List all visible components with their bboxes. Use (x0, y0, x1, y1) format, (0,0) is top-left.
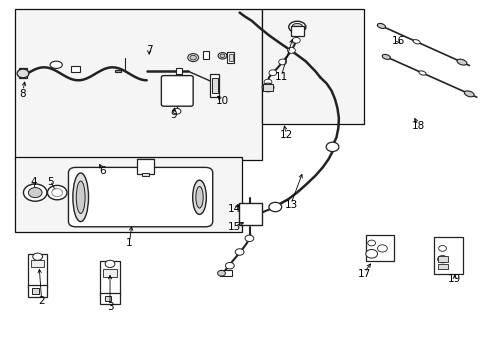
Bar (28, 285, 47, 297)
Circle shape (438, 246, 446, 251)
Bar (228, 54, 232, 61)
Ellipse shape (291, 23, 302, 31)
Bar (203, 51, 208, 59)
Ellipse shape (50, 61, 62, 68)
Bar (15, 157, 242, 232)
Ellipse shape (464, 91, 473, 97)
Text: 11: 11 (274, 72, 287, 82)
Circle shape (268, 70, 276, 76)
Ellipse shape (382, 54, 389, 59)
Bar (238, 203, 262, 225)
Circle shape (325, 142, 338, 152)
Bar (176, 68, 182, 74)
Ellipse shape (217, 270, 225, 276)
Ellipse shape (189, 55, 196, 60)
Text: 19: 19 (447, 274, 461, 284)
Ellipse shape (52, 189, 62, 197)
Circle shape (377, 245, 386, 252)
Ellipse shape (76, 181, 85, 213)
Ellipse shape (73, 173, 88, 222)
Text: 1: 1 (126, 238, 133, 248)
Text: 18: 18 (410, 121, 424, 131)
Circle shape (17, 69, 29, 78)
Circle shape (244, 235, 253, 242)
Ellipse shape (195, 186, 203, 208)
Ellipse shape (456, 59, 466, 65)
Text: 7: 7 (145, 45, 152, 55)
Text: 3: 3 (106, 302, 113, 312)
Bar (262, 84, 273, 91)
Bar (31, 260, 44, 267)
Circle shape (367, 240, 375, 246)
Circle shape (105, 260, 115, 267)
Bar (227, 52, 234, 63)
Bar (71, 66, 80, 72)
Bar (433, 237, 462, 274)
FancyBboxPatch shape (161, 76, 193, 106)
Ellipse shape (218, 53, 226, 59)
Bar (32, 288, 39, 294)
Text: 8: 8 (20, 89, 26, 99)
Ellipse shape (288, 21, 305, 33)
Ellipse shape (23, 184, 47, 201)
Bar (437, 256, 447, 262)
Bar (365, 235, 393, 261)
Circle shape (173, 108, 181, 114)
Text: 2: 2 (38, 296, 45, 306)
Bar (102, 269, 117, 277)
Text: 5: 5 (47, 177, 54, 187)
Ellipse shape (47, 185, 67, 200)
Circle shape (278, 59, 286, 65)
Circle shape (365, 249, 377, 258)
Bar (100, 293, 120, 304)
Text: 12: 12 (279, 130, 292, 140)
Text: 10: 10 (216, 96, 228, 106)
Text: 6: 6 (99, 166, 106, 176)
Bar (137, 159, 154, 174)
FancyBboxPatch shape (68, 167, 212, 227)
Circle shape (33, 253, 42, 260)
Circle shape (437, 256, 447, 263)
Circle shape (262, 83, 273, 92)
Text: 16: 16 (391, 36, 405, 46)
Bar (211, 78, 217, 93)
Circle shape (292, 37, 300, 43)
Bar (115, 70, 121, 72)
Circle shape (268, 202, 281, 212)
Ellipse shape (377, 23, 385, 28)
Bar (19, 68, 27, 78)
Circle shape (225, 262, 234, 269)
Text: 13: 13 (284, 200, 297, 210)
Text: 17: 17 (357, 269, 370, 279)
Bar (28, 254, 47, 287)
Bar (437, 264, 447, 269)
Circle shape (264, 79, 271, 85)
Ellipse shape (220, 54, 224, 58)
Ellipse shape (418, 71, 425, 75)
Circle shape (287, 48, 295, 53)
Text: 14: 14 (227, 204, 241, 214)
Ellipse shape (192, 180, 206, 214)
Text: 9: 9 (170, 110, 177, 120)
Bar (15, 9, 261, 160)
Bar (100, 261, 120, 295)
Ellipse shape (187, 54, 198, 62)
Ellipse shape (412, 40, 419, 44)
Bar (210, 74, 219, 97)
Bar (220, 270, 232, 276)
Ellipse shape (28, 188, 42, 198)
Circle shape (235, 249, 244, 255)
Bar (261, 9, 364, 124)
Bar (142, 173, 149, 176)
Bar (290, 26, 303, 36)
Text: 15: 15 (227, 222, 241, 232)
Text: 4: 4 (30, 177, 37, 187)
Bar (105, 296, 111, 301)
